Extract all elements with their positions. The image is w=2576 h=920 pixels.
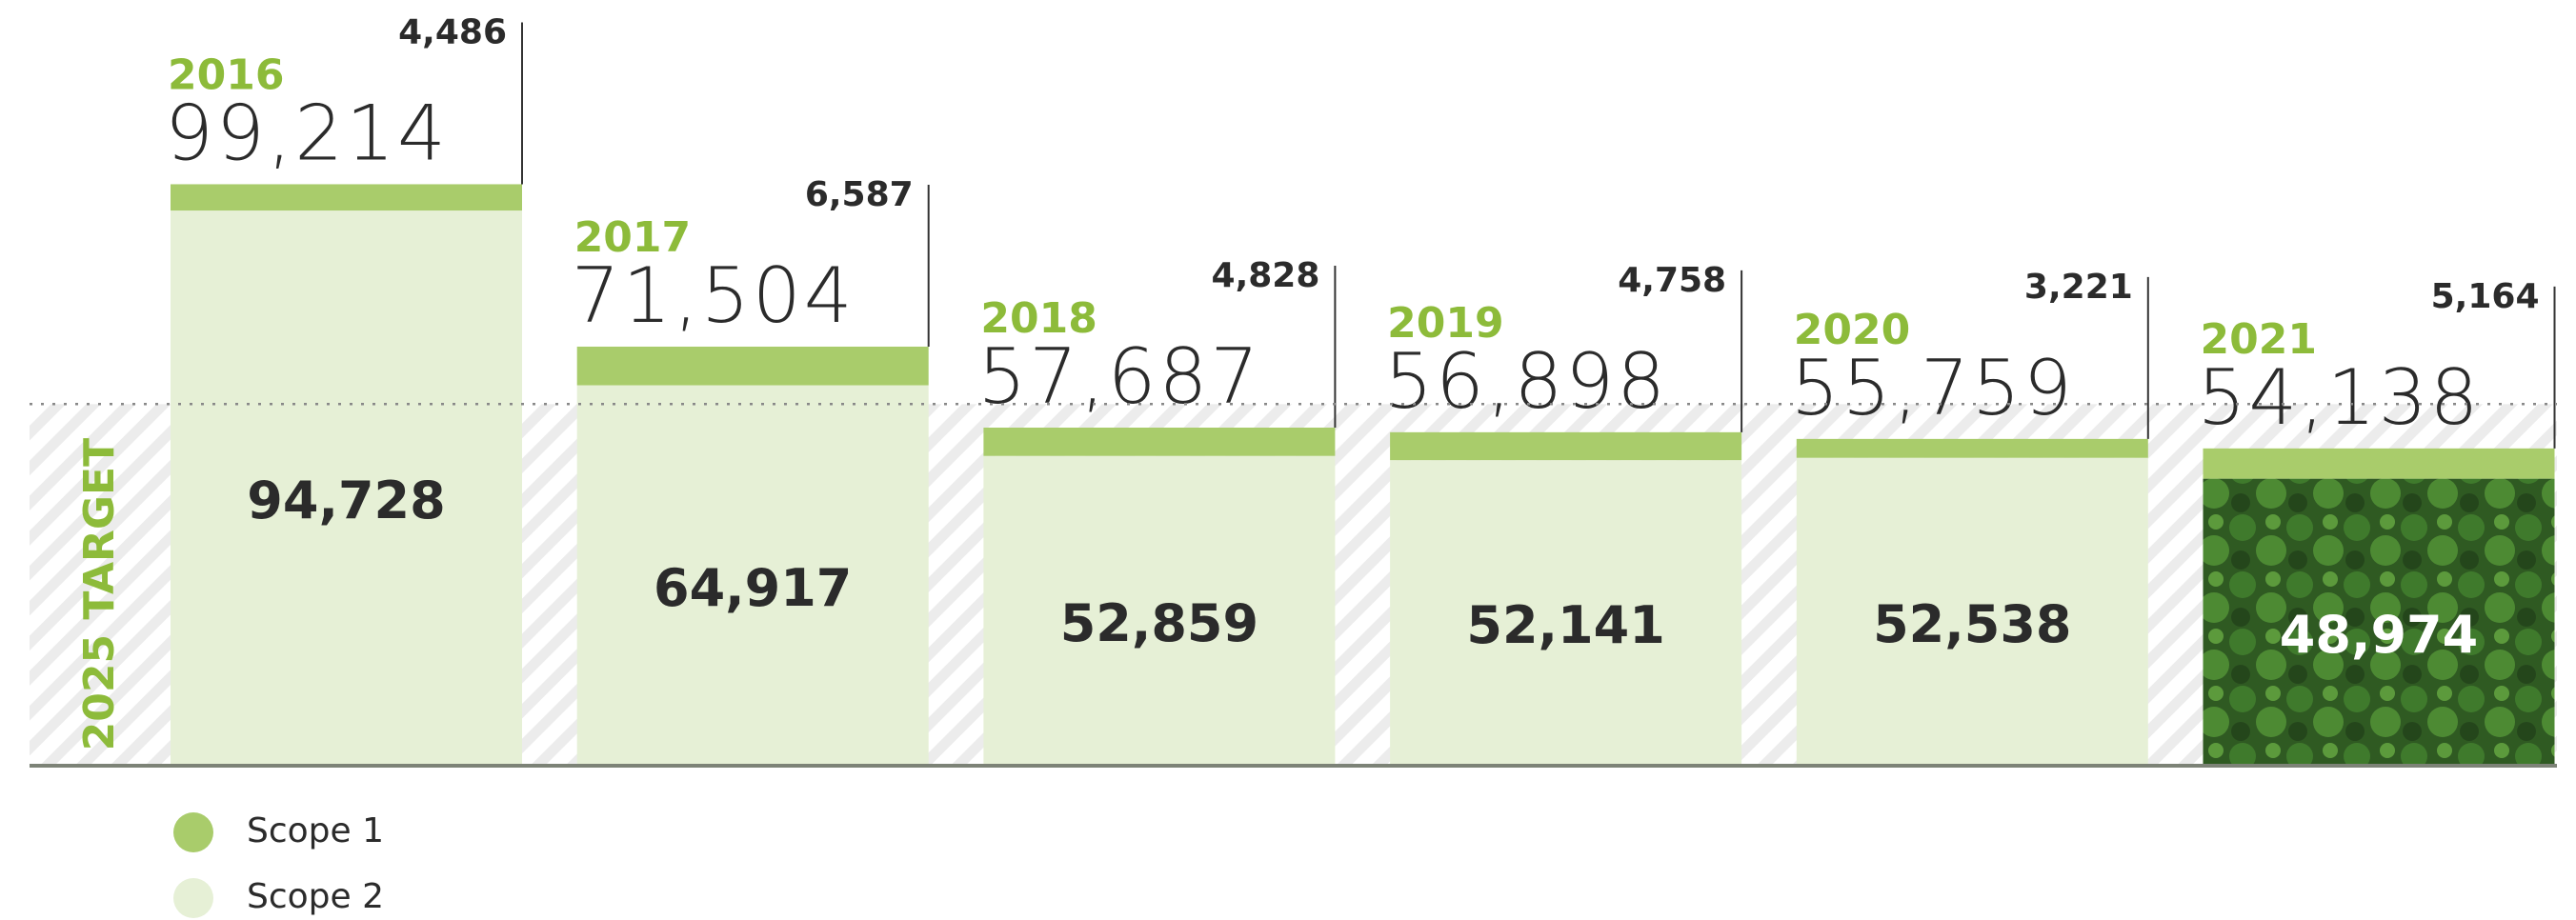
legend-label: Scope 2 xyxy=(247,877,384,916)
segment-label: 3,221 xyxy=(2024,268,2133,307)
segment-label: 94,728 xyxy=(247,470,445,530)
segment-label: 5,164 xyxy=(2431,277,2540,316)
segment-label: 64,917 xyxy=(654,558,852,618)
total-label: 55,759 xyxy=(1791,344,2075,432)
year-label: 2019 xyxy=(1387,299,1503,348)
bar-segment xyxy=(1796,438,2148,458)
year-label: 2017 xyxy=(574,213,691,262)
year-label: 2016 xyxy=(168,50,284,99)
year-label: 2018 xyxy=(980,294,1097,343)
bar-segment xyxy=(983,455,1336,766)
bar-segment xyxy=(983,428,1336,456)
total-label: 71,504 xyxy=(572,251,855,340)
year-label: 2021 xyxy=(2201,315,2317,364)
segment-label: 48,974 xyxy=(2280,605,2478,665)
legend-label: Scope 1 xyxy=(247,811,384,850)
segment-label: 52,538 xyxy=(1873,594,2071,654)
total-label: 57,687 xyxy=(977,332,1261,421)
segment-label: 4,828 xyxy=(1212,256,1320,295)
segment-label: 6,587 xyxy=(805,175,914,214)
bar-segment xyxy=(576,385,929,766)
bar-segment xyxy=(171,210,522,766)
segment-label: 4,758 xyxy=(1618,261,1726,300)
bar-segment xyxy=(1390,460,1742,766)
bar-segment xyxy=(576,346,929,386)
year-label: 2020 xyxy=(1794,306,1910,354)
legend-swatch xyxy=(173,878,213,918)
segment-label: 52,859 xyxy=(1060,593,1258,653)
segment-label: 4,486 xyxy=(398,12,507,51)
bar-segment xyxy=(1390,431,1742,461)
total-label: 54,138 xyxy=(2198,353,2482,442)
bar-segment xyxy=(2203,448,2555,479)
bar-segment xyxy=(171,184,522,211)
bar-segment xyxy=(1796,457,2148,766)
legend-swatch xyxy=(173,812,213,852)
bar-segment xyxy=(2203,478,2555,766)
segment-label: 52,141 xyxy=(1466,595,1664,655)
total-label: 99,214 xyxy=(165,89,449,177)
total-label: 56,898 xyxy=(1384,337,1668,426)
target-label: 2025 TARGET xyxy=(75,438,124,751)
